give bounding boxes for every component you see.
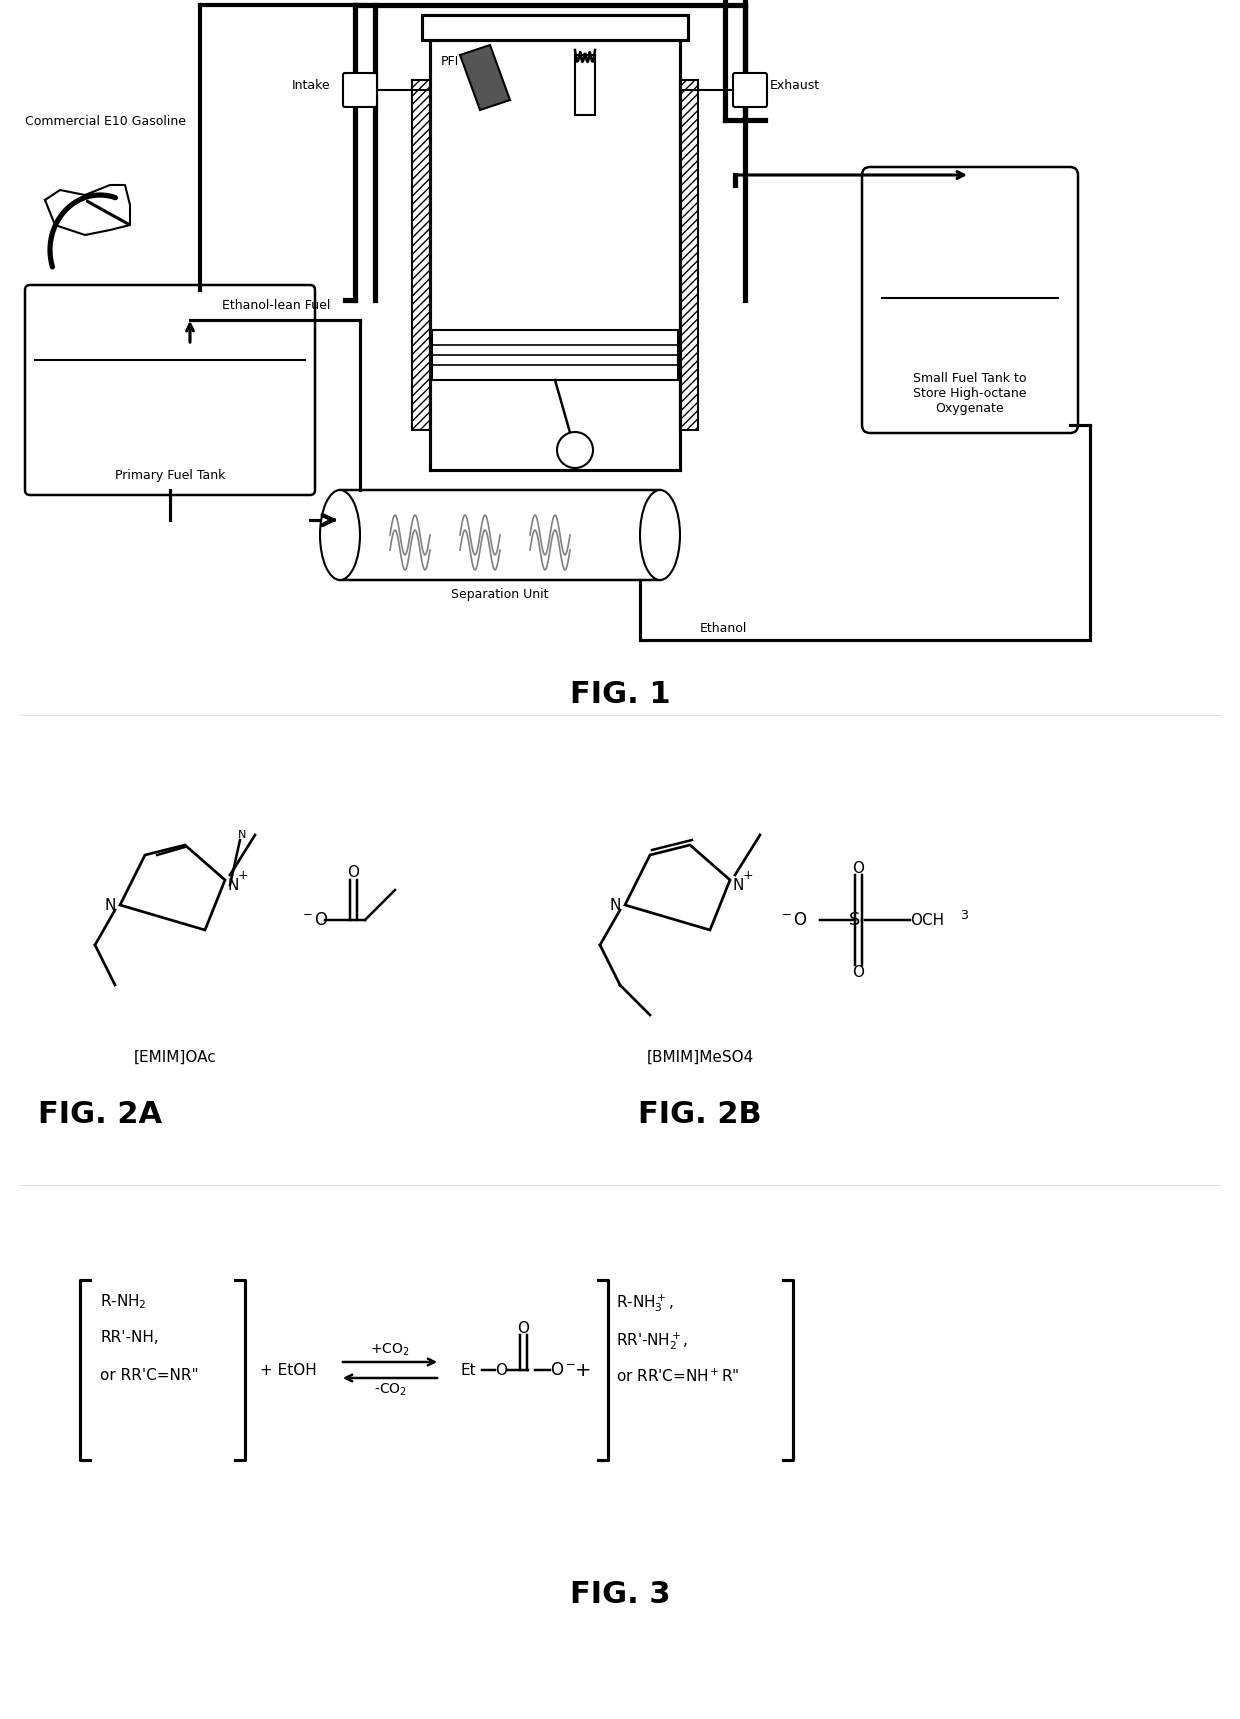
Bar xyxy=(340,490,660,579)
Text: O$^-$: O$^-$ xyxy=(551,1361,577,1379)
Text: 3: 3 xyxy=(960,909,968,921)
Text: +: + xyxy=(575,1360,591,1380)
Ellipse shape xyxy=(320,490,360,579)
Bar xyxy=(680,81,698,430)
Text: $^-$O: $^-$O xyxy=(779,911,808,928)
Text: O: O xyxy=(852,861,864,875)
Text: Et: Et xyxy=(460,1363,476,1377)
Text: O: O xyxy=(852,964,864,980)
Bar xyxy=(412,81,430,430)
FancyBboxPatch shape xyxy=(343,72,377,107)
Text: +: + xyxy=(238,868,248,882)
Text: $^-$O: $^-$O xyxy=(300,911,329,928)
Text: DI: DI xyxy=(583,55,596,69)
Text: Intake: Intake xyxy=(291,79,330,91)
Text: FIG. 3: FIG. 3 xyxy=(569,1580,671,1609)
Text: N: N xyxy=(238,830,247,841)
Text: N: N xyxy=(733,877,744,892)
Text: Ethanol: Ethanol xyxy=(701,622,748,634)
Text: R-NH$_2$: R-NH$_2$ xyxy=(100,1293,146,1310)
Text: or RR'C=NR": or RR'C=NR" xyxy=(100,1368,198,1384)
Ellipse shape xyxy=(640,490,680,579)
Text: Small Fuel Tank to
Store High-octane
Oxygenate: Small Fuel Tank to Store High-octane Oxy… xyxy=(913,371,1027,414)
FancyBboxPatch shape xyxy=(733,72,768,107)
Bar xyxy=(432,330,678,380)
Text: O: O xyxy=(347,865,360,880)
Text: FIG. 2A: FIG. 2A xyxy=(38,1100,162,1129)
Text: -CO$_2$: -CO$_2$ xyxy=(373,1382,407,1398)
FancyBboxPatch shape xyxy=(862,167,1078,433)
Text: O: O xyxy=(517,1320,529,1336)
Text: OCH: OCH xyxy=(910,913,944,928)
Text: + EtOH: + EtOH xyxy=(260,1363,316,1377)
FancyBboxPatch shape xyxy=(25,285,315,495)
Text: N: N xyxy=(227,877,238,892)
Text: [BMIM]MeSO4: [BMIM]MeSO4 xyxy=(646,1050,754,1066)
Text: FIG. 2B: FIG. 2B xyxy=(639,1100,761,1129)
Polygon shape xyxy=(460,45,510,110)
Text: O: O xyxy=(495,1363,507,1377)
Circle shape xyxy=(557,431,593,468)
Text: R-NH$_3^+$,: R-NH$_3^+$, xyxy=(616,1293,673,1313)
Bar xyxy=(575,55,595,115)
Text: RR'-NH$_2^+$,: RR'-NH$_2^+$, xyxy=(616,1331,688,1351)
Text: Separation Unit: Separation Unit xyxy=(451,588,549,602)
Text: or RR'C=NH$^+$R": or RR'C=NH$^+$R" xyxy=(616,1368,739,1386)
Text: [EMIM]OAc: [EMIM]OAc xyxy=(134,1050,216,1066)
Text: Exhaust: Exhaust xyxy=(770,79,820,91)
Text: PFI: PFI xyxy=(441,55,459,69)
Text: +: + xyxy=(743,868,754,882)
Text: Ethanol-lean Fuel: Ethanol-lean Fuel xyxy=(222,299,330,313)
Text: FIG. 1: FIG. 1 xyxy=(569,681,671,708)
Bar xyxy=(422,15,688,40)
Text: N: N xyxy=(609,897,621,913)
Text: Primary Fuel Tank: Primary Fuel Tank xyxy=(115,469,226,481)
Text: Commercial E10 Gasoline: Commercial E10 Gasoline xyxy=(25,115,186,127)
Text: RR'-NH,: RR'-NH, xyxy=(100,1331,159,1344)
Text: S: S xyxy=(849,911,861,928)
Text: +CO$_2$: +CO$_2$ xyxy=(371,1341,409,1358)
Text: N: N xyxy=(104,897,115,913)
